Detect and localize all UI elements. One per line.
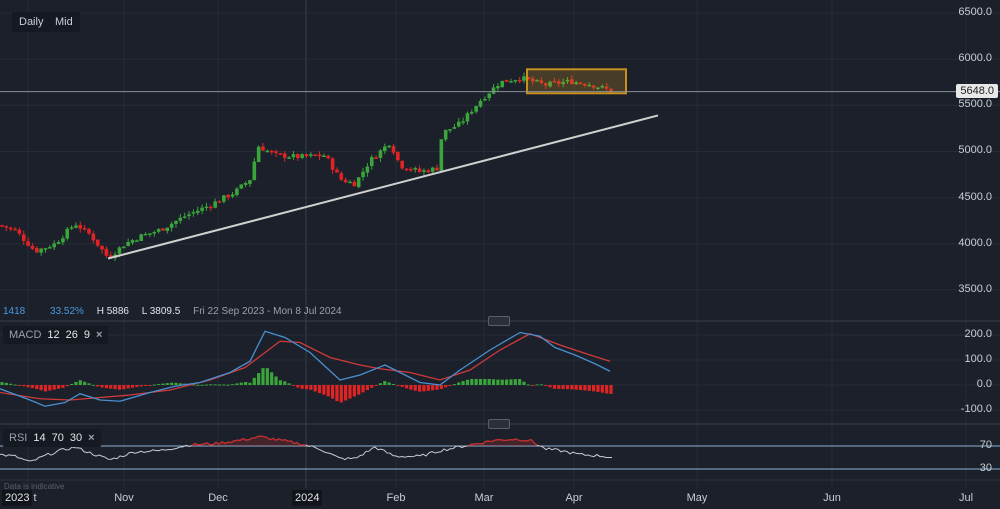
interval-selector[interactable]: Daily (12, 12, 51, 32)
price-tick: 6500.0 (958, 6, 992, 18)
price-tick: 3500.0 (958, 282, 992, 295)
time-tick: Mar (474, 492, 494, 504)
price-type-selector[interactable]: Mid (48, 12, 80, 32)
year-chip: 2023 (2, 490, 33, 506)
price-tick: 5500.0 (958, 98, 992, 111)
year-chip-2024: 2024 (292, 490, 323, 506)
time-tick: t (33, 492, 37, 504)
time-tick: Apr (565, 492, 583, 504)
rsi-tick: 70 (979, 439, 992, 451)
rsi-tick: 30 (979, 462, 992, 474)
macd-tick: 0.0 (976, 378, 992, 390)
time-tick: Feb (386, 492, 406, 504)
macd-tick: -100.0 (960, 403, 992, 415)
rsi-upper: 70 (51, 432, 64, 444)
time-tick: Jul (958, 492, 974, 504)
macd-tick: 100.0 (964, 353, 992, 365)
pane-resize-handle-macd[interactable] (488, 316, 510, 326)
current-price-tag: 5648.0 (956, 83, 998, 98)
time-tick: Jun (823, 492, 841, 504)
high-value: H 5886 (96, 306, 129, 317)
time-tick: Nov (114, 492, 134, 504)
date-range: Fri 22 Sep 2023 - Mon 8 Jul 2024 (193, 306, 342, 317)
rsi-name: RSI (9, 432, 28, 444)
price-tick: 6000.0 (958, 52, 992, 65)
time-tick: Dec (208, 492, 228, 504)
price-tick: 4500.0 (958, 190, 992, 203)
time-tick: May (686, 492, 708, 504)
macd-fast: 12 (47, 329, 60, 341)
macd-tick: 200.0 (964, 328, 992, 340)
rsi-legend: RSI 14 70 30 × (3, 429, 101, 447)
macd-legend: MACD 12 26 9 × (3, 326, 109, 344)
low-value: L 3809.5 (141, 306, 181, 317)
close-rsi-icon[interactable]: × (88, 432, 95, 444)
info-bar: 1418 33.52% H 5886 L 3809.5 Fri 22 Sep 2… (3, 306, 352, 317)
macd-slow: 26 (65, 329, 78, 341)
rsi-period: 14 (33, 432, 46, 444)
change-percent: 33.52% (50, 306, 84, 317)
macd-name: MACD (9, 329, 42, 341)
change-value: 1418 (3, 306, 26, 317)
disclaimer: Data is indicative (4, 482, 65, 491)
price-tick: 4000.0 (958, 236, 992, 249)
pane-resize-handle-rsi[interactable] (488, 419, 510, 429)
close-macd-icon[interactable]: × (96, 329, 103, 341)
price-tick: 5000.0 (958, 144, 992, 157)
macd-signal: 9 (83, 329, 91, 341)
rsi-lower: 30 (69, 432, 83, 444)
